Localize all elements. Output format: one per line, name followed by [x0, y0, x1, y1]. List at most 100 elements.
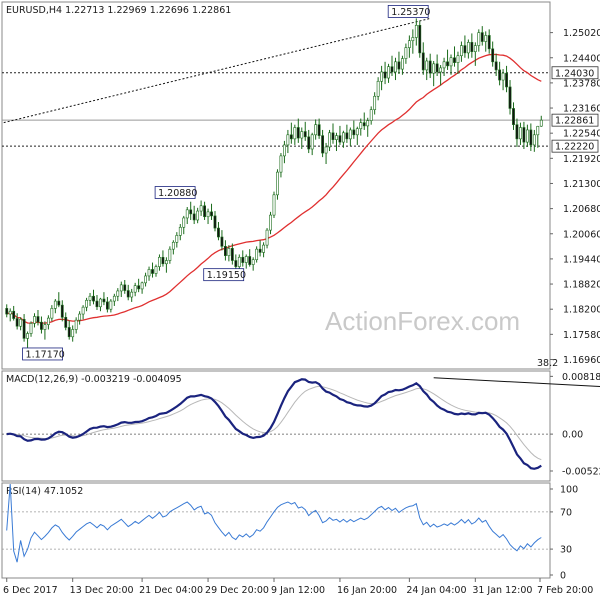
candle	[421, 42, 425, 75]
candle-body	[380, 71, 384, 82]
candle-body	[241, 256, 245, 263]
candle	[220, 230, 224, 251]
candle	[154, 264, 158, 277]
candle	[328, 129, 331, 152]
candle-body	[175, 235, 179, 243]
annotation-box	[387, 5, 429, 18]
candle	[470, 33, 474, 58]
candle-body	[519, 127, 522, 140]
candle-body	[289, 134, 293, 140]
candle	[491, 41, 495, 67]
trendline	[3, 17, 431, 124]
candle	[102, 292, 106, 306]
annotation-label: 1.17170	[26, 349, 65, 360]
candle-body	[390, 66, 394, 73]
candle-body	[404, 47, 408, 59]
candle	[335, 132, 338, 152]
candle	[498, 61, 502, 86]
annotation-label: 1.20880	[158, 188, 197, 199]
price-axis: 1.25020 1.24400 1.23780 1.23160 1.22540 1.219…	[550, 28, 600, 366]
candle	[373, 92, 377, 115]
candle-body	[394, 61, 397, 73]
candle	[411, 29, 415, 54]
candle-body	[206, 211, 210, 218]
candle	[105, 297, 109, 313]
candle	[324, 142, 328, 165]
macd-axis: 0.008182 0.00 -0.005223	[550, 372, 600, 477]
candle	[303, 121, 307, 141]
candle	[36, 310, 40, 326]
candle-body	[46, 317, 50, 325]
level-label: 1.22861	[555, 116, 594, 127]
level-label-box	[551, 66, 599, 80]
price-tick-label: 1.21920	[563, 154, 600, 165]
candle	[414, 18, 418, 46]
candle-body	[293, 127, 297, 140]
candle-body	[203, 205, 206, 218]
candle	[147, 266, 151, 281]
candle	[279, 153, 283, 178]
candle	[338, 125, 342, 145]
candle	[123, 279, 127, 294]
candle	[449, 54, 453, 75]
candle	[224, 240, 227, 261]
candle	[387, 63, 390, 83]
candle	[213, 211, 217, 232]
candle-body	[95, 300, 99, 308]
candle	[529, 123, 533, 152]
annotation-label: 1.19150	[207, 270, 246, 281]
candle	[71, 325, 75, 342]
candle-body	[508, 86, 512, 109]
candle-body	[321, 135, 324, 154]
candle	[203, 201, 206, 220]
candle	[317, 118, 321, 139]
candle-body	[210, 211, 213, 217]
candle-body	[463, 45, 467, 54]
candle	[92, 289, 95, 305]
candle-body	[85, 299, 88, 308]
candle-body	[342, 132, 345, 143]
candle	[64, 312, 68, 331]
candle	[144, 272, 147, 287]
moving-average	[6, 53, 542, 324]
candle	[133, 282, 137, 297]
candle	[199, 200, 203, 216]
price-tick-label: 1.23780	[563, 78, 600, 89]
candle-body	[276, 171, 279, 196]
candle-body	[40, 321, 43, 330]
candle-body	[196, 210, 200, 221]
candle	[505, 65, 508, 93]
candle-body	[137, 285, 141, 290]
candle	[508, 80, 512, 115]
candle	[227, 245, 231, 262]
candle-body	[26, 333, 29, 339]
candle-body	[105, 301, 109, 310]
candle-body	[57, 300, 61, 306]
candle	[487, 29, 491, 54]
candle-body	[53, 300, 57, 309]
candle-body	[269, 214, 272, 231]
candle-body	[234, 260, 238, 267]
candle	[185, 206, 189, 225]
candle-body	[255, 248, 259, 261]
level-label: 1.22220	[555, 142, 594, 153]
candle-body	[147, 269, 151, 277]
rsi-lines	[2, 483, 550, 563]
candle-body	[154, 266, 158, 274]
fib-label: 38.2	[537, 358, 558, 369]
candle	[74, 317, 78, 334]
candle	[192, 205, 196, 225]
price-tick-label: 1.20680	[563, 204, 600, 215]
candle-body	[213, 215, 217, 229]
candle-body	[328, 132, 331, 148]
candle	[251, 257, 255, 271]
candle-body	[383, 71, 387, 79]
candle-body	[165, 260, 168, 265]
candle-body	[265, 229, 269, 246]
candle	[46, 315, 50, 330]
candle-body	[338, 135, 342, 143]
candle-body	[244, 256, 248, 263]
candle-body	[237, 256, 241, 267]
candle-body	[36, 316, 40, 323]
